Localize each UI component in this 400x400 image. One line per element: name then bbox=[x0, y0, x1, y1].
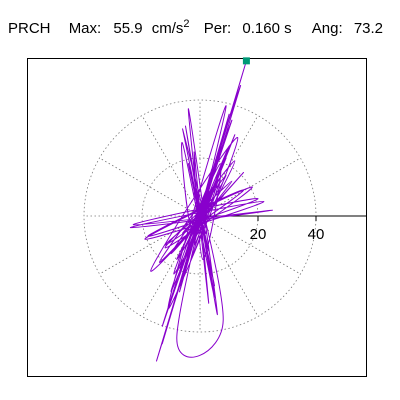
station-code: PRCH bbox=[8, 20, 51, 37]
grid-spoke-5 bbox=[99, 157, 201, 217]
max-value: 55.9 bbox=[113, 20, 143, 37]
max-label: Max: bbox=[68, 20, 102, 37]
chart-header: PRCH Max: 55.9 cm/s2 Per: 0.160 s Ang: 7… bbox=[8, 18, 383, 40]
axis-tick-label-2: 40 bbox=[308, 226, 325, 243]
grid-spoke-7 bbox=[99, 215, 201, 275]
max-unit-exponent: 2 bbox=[183, 18, 190, 30]
angle-value: 73.2 bbox=[353, 20, 384, 37]
angle-label: Ang: bbox=[311, 20, 343, 37]
grid-spoke-4 bbox=[141, 115, 201, 217]
max-unit: cm/s2 bbox=[152, 18, 190, 37]
period-label: Per: bbox=[203, 20, 232, 37]
axis-tick-label-1: 20 bbox=[250, 226, 267, 243]
max-unit-base: cm/s bbox=[151, 20, 184, 37]
grid-spoke-2 bbox=[199, 115, 259, 217]
axis-ticks: 20 40 bbox=[250, 216, 325, 243]
grid-spoke-1 bbox=[199, 157, 301, 217]
orbit-trace bbox=[129, 60, 274, 362]
period-value: 0.160 s bbox=[242, 20, 292, 37]
plot-frame bbox=[27, 58, 367, 377]
peak-marker bbox=[242, 57, 250, 65]
grid-spoke-10 bbox=[199, 215, 259, 317]
grid-spoke-11 bbox=[199, 215, 301, 275]
grid-spoke-8 bbox=[141, 215, 201, 317]
